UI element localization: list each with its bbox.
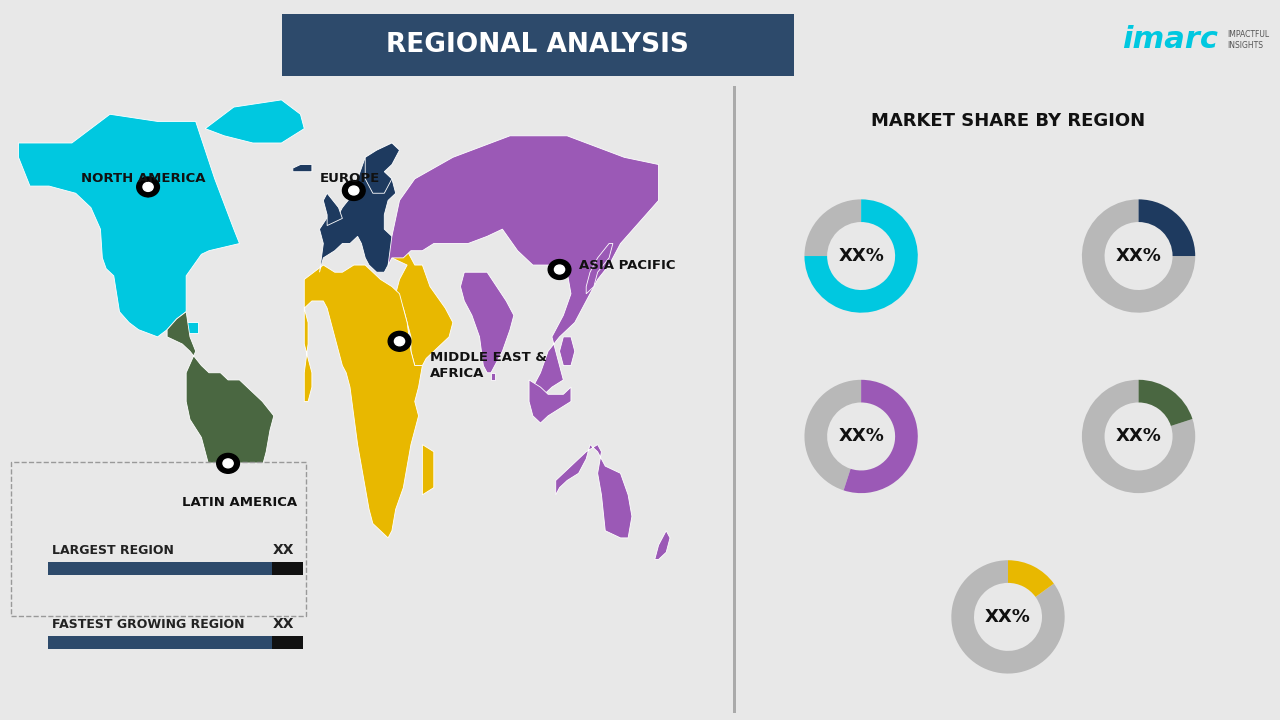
Text: FASTEST GROWING REGION: FASTEST GROWING REGION <box>51 618 244 631</box>
Polygon shape <box>305 265 422 538</box>
Bar <box>47 562 273 575</box>
Polygon shape <box>461 272 513 373</box>
Polygon shape <box>492 373 495 380</box>
Text: XX%: XX% <box>1116 428 1161 446</box>
Circle shape <box>548 260 571 279</box>
Text: MIDDLE EAST &
AFRICA: MIDDLE EAST & AFRICA <box>430 351 547 380</box>
Polygon shape <box>293 165 312 171</box>
Text: LATIN AMERICA: LATIN AMERICA <box>182 495 297 508</box>
Polygon shape <box>138 187 157 197</box>
Polygon shape <box>320 143 399 272</box>
Circle shape <box>554 265 564 274</box>
Polygon shape <box>390 341 410 351</box>
Circle shape <box>388 331 411 351</box>
Polygon shape <box>168 312 274 599</box>
Text: XX: XX <box>273 617 294 631</box>
Text: imarc: imarc <box>1121 25 1217 55</box>
Text: EUROPE: EUROPE <box>320 172 380 185</box>
Text: NORTH AMERICA: NORTH AMERICA <box>82 172 206 185</box>
Polygon shape <box>529 380 571 423</box>
Circle shape <box>394 337 404 346</box>
Circle shape <box>137 177 160 197</box>
Text: XX: XX <box>273 543 294 557</box>
Polygon shape <box>388 136 659 398</box>
Circle shape <box>343 181 365 200</box>
Polygon shape <box>365 143 399 193</box>
Text: MARKET SHARE BY REGION: MARKET SHARE BY REGION <box>870 112 1146 130</box>
Circle shape <box>216 454 239 473</box>
Polygon shape <box>324 193 342 225</box>
Text: XX%: XX% <box>1116 247 1161 265</box>
Polygon shape <box>205 100 305 143</box>
Text: XX%: XX% <box>986 608 1030 626</box>
Polygon shape <box>559 337 575 366</box>
Text: REGIONAL ANALYSIS: REGIONAL ANALYSIS <box>387 32 689 58</box>
Text: IMPACTFUL
INSIGHTS: IMPACTFUL INSIGHTS <box>1226 30 1268 50</box>
Circle shape <box>143 182 154 192</box>
Polygon shape <box>18 114 239 337</box>
Bar <box>47 636 273 649</box>
Circle shape <box>348 186 358 195</box>
Circle shape <box>223 459 233 468</box>
Polygon shape <box>586 243 613 294</box>
Text: XX%: XX% <box>838 428 884 446</box>
Polygon shape <box>219 464 238 473</box>
Text: ASIA PACIFIC: ASIA PACIFIC <box>579 258 675 271</box>
Polygon shape <box>655 531 669 559</box>
Polygon shape <box>344 191 364 200</box>
Polygon shape <box>392 251 453 366</box>
Bar <box>273 562 303 575</box>
Polygon shape <box>422 444 434 495</box>
Text: LARGEST REGION: LARGEST REGION <box>51 544 173 557</box>
Polygon shape <box>556 444 632 538</box>
Text: XX%: XX% <box>838 247 884 265</box>
FancyBboxPatch shape <box>12 462 306 616</box>
Polygon shape <box>177 323 197 333</box>
Bar <box>273 636 303 649</box>
Polygon shape <box>550 269 570 279</box>
